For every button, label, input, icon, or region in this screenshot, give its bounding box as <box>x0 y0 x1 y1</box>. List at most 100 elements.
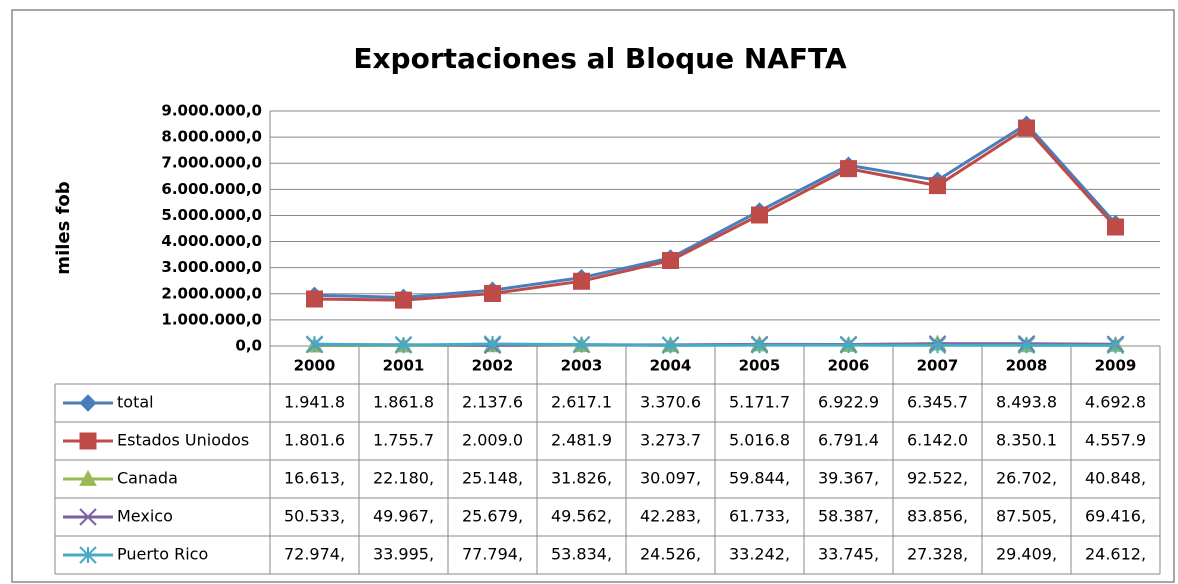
table-cell: 30.097, <box>640 469 701 488</box>
marker <box>395 291 412 309</box>
table-cell: 6.791.4 <box>818 431 879 450</box>
table-cell: 6.345.7 <box>907 393 968 412</box>
x-tick-label: 2001 <box>383 357 425 375</box>
table-cell: 40.848, <box>1085 469 1146 488</box>
table-cell: 29.409, <box>996 545 1057 564</box>
table-cell: 87.505, <box>996 507 1057 526</box>
legend-label: total <box>117 393 154 412</box>
table-cell: 25.148, <box>462 469 523 488</box>
marker <box>1017 336 1036 354</box>
table-cell: 2.137.6 <box>462 393 523 412</box>
table-cell: 31.826, <box>551 469 612 488</box>
marker <box>662 252 679 270</box>
table-cell: 1.755.7 <box>373 431 434 450</box>
x-tick-label: 2005 <box>739 357 781 375</box>
marker <box>572 335 591 354</box>
x-tick-label: 2007 <box>917 357 959 375</box>
y-tick-label: 0,0 <box>235 337 262 355</box>
series-line <box>314 122 1117 299</box>
table-cell: 6.922.9 <box>818 393 879 412</box>
marker <box>1106 336 1125 355</box>
y-tick-label: 9.000.000,0 <box>161 102 262 120</box>
table-cell: 8.350.1 <box>996 431 1057 450</box>
x-tick-label: 2004 <box>650 357 692 375</box>
series-line <box>314 126 1117 302</box>
x-tick-label: 2003 <box>561 357 603 375</box>
table-cell: 39.367, <box>818 469 879 488</box>
table-cell: 59.844, <box>729 469 790 488</box>
table-cell: 5.171.7 <box>729 393 790 412</box>
y-tick-label: 3.000.000,0 <box>161 258 262 276</box>
table-cell: 3.370.6 <box>640 393 701 412</box>
x-tick-label: 2000 <box>294 357 336 375</box>
table-cell: 3.273.7 <box>640 431 701 450</box>
table-cell: 49.967, <box>373 507 434 526</box>
chart-title: Exportaciones al Bloque NAFTA <box>353 42 847 75</box>
table-cell: 50.533, <box>284 507 345 526</box>
table-cell: 53.834, <box>551 545 612 564</box>
y-tick-label: 2.000.000,0 <box>161 284 262 302</box>
x-tick-label: 2009 <box>1095 357 1137 375</box>
legend-marker <box>79 394 97 412</box>
table-cell: 2.481.9 <box>551 431 612 450</box>
table-cell: 27.328, <box>907 545 968 564</box>
marker <box>839 336 858 354</box>
marker <box>750 336 769 354</box>
table-cell: 24.612, <box>1085 545 1146 564</box>
marker <box>573 272 590 290</box>
table-cell: 22.180, <box>373 469 434 488</box>
table-cell: 58.387, <box>818 507 879 526</box>
y-tick-label: 5.000.000,0 <box>161 206 262 224</box>
y-axis-title: miles fob <box>53 181 74 274</box>
x-tick-label: 2002 <box>472 357 514 375</box>
legend-marker <box>79 432 97 450</box>
table-cell: 1.861.8 <box>373 393 434 412</box>
table-cell: 83.856, <box>907 507 968 526</box>
table-cell: 5.016.8 <box>729 431 790 450</box>
table-cell: 33.745, <box>818 545 879 564</box>
legend-marker <box>79 469 97 486</box>
table-cell: 4.692.8 <box>1085 393 1146 412</box>
marker <box>928 336 947 354</box>
legend-marker <box>79 508 97 526</box>
y-tick-label: 1.000.000,0 <box>161 310 262 328</box>
x-tick-label: 2008 <box>1006 357 1048 375</box>
y-tick-label: 8.000.000,0 <box>161 128 262 146</box>
marker <box>1107 218 1124 236</box>
table-cell: 33.242, <box>729 545 790 564</box>
table-cell: 92.522, <box>907 469 968 488</box>
table-cell: 1.941.8 <box>284 393 345 412</box>
marker <box>1018 119 1035 137</box>
table-cell: 4.557.9 <box>1085 431 1146 450</box>
table-cell: 2.009.0 <box>462 431 523 450</box>
table-cell: 24.526, <box>640 545 701 564</box>
table-cell: 72.974, <box>284 545 345 564</box>
table-cell: 25.679, <box>462 507 523 526</box>
table-cell: 16.613, <box>284 469 345 488</box>
marker <box>483 335 502 353</box>
y-tick-label: 4.000.000,0 <box>161 232 262 250</box>
marker <box>840 160 857 178</box>
legend-label: Canada <box>117 469 178 488</box>
table-cell: 1.801.6 <box>284 431 345 450</box>
marker <box>305 335 324 353</box>
legend-label: Mexico <box>117 507 173 526</box>
table-cell: 6.142.0 <box>907 431 968 450</box>
table-cell: 49.562, <box>551 507 612 526</box>
table-cell: 69.416, <box>1085 507 1146 526</box>
y-tick-label: 6.000.000,0 <box>161 180 262 198</box>
legend-label: Estados Uniodos <box>117 431 249 450</box>
legend-marker <box>79 546 97 564</box>
marker <box>661 336 680 355</box>
x-tick-label: 2006 <box>828 357 870 375</box>
chart-border <box>11 9 1175 583</box>
table-cell: 8.493.8 <box>996 393 1057 412</box>
table-cell: 33.995, <box>373 545 434 564</box>
legend-label: Puerto Rico <box>117 545 208 564</box>
marker <box>751 206 768 224</box>
series-line <box>314 342 1116 347</box>
marker <box>929 177 946 195</box>
marker <box>306 290 323 308</box>
y-tick-label: 7.000.000,0 <box>161 154 262 172</box>
